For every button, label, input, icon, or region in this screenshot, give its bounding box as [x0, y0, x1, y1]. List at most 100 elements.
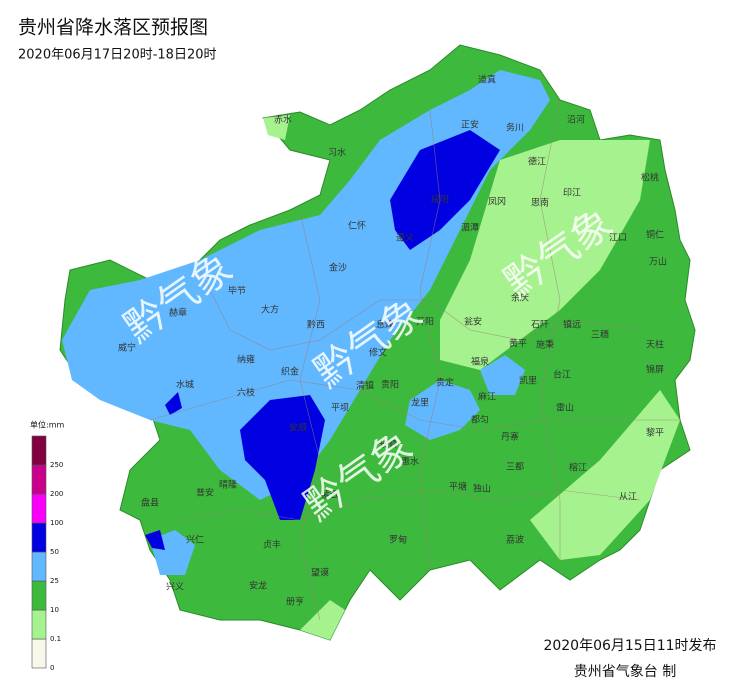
place-label: 贵定: [436, 377, 454, 389]
place-label: 安龙: [249, 580, 267, 592]
place-label: 凤冈: [488, 197, 506, 208]
place-label: 盘县: [141, 497, 159, 509]
place-label: 石阡: [531, 320, 549, 331]
area-50-100: [390, 130, 500, 250]
legend-swatch: [31, 493, 47, 524]
legend-label: 25: [50, 577, 59, 585]
place-label: 瓮安: [464, 316, 482, 328]
legend-label: 250: [50, 461, 63, 469]
place-label: 惠水: [401, 456, 419, 468]
area-25-50: [150, 355, 525, 575]
legend-swatch: [31, 522, 47, 553]
legend-label: 0: [50, 664, 54, 672]
place-label: 余庆: [511, 292, 529, 304]
legend-swatch: [31, 551, 47, 582]
place-label: 兴仁: [186, 534, 204, 546]
place-label: 丹寨: [501, 431, 519, 443]
place-label: 平坝: [331, 403, 349, 414]
place-label: 开阳: [416, 317, 434, 328]
place-label: 晴隆: [219, 479, 237, 491]
place-label: 天柱: [646, 339, 664, 351]
place-label: 万山: [649, 257, 667, 268]
area-0.1-10: [263, 115, 680, 640]
place-label: 织金: [281, 366, 299, 378]
place-label: 施秉: [536, 339, 554, 351]
place-label: 龙里: [411, 397, 429, 409]
place-label: 平塘: [449, 481, 467, 493]
place-label: 松桃: [641, 172, 659, 184]
legend: 单位:mm 0 0.1 10 25 50 100 200 250: [30, 420, 64, 673]
place-label: 赤水: [274, 114, 292, 126]
place-label: 沿河: [567, 114, 585, 126]
place-label: 习水: [328, 147, 346, 159]
place-label: 都匀: [471, 414, 489, 426]
county-borders: [149, 99, 680, 621]
place-label: 修文: [369, 347, 387, 359]
legend-label: 50: [50, 548, 59, 556]
place-label: 水城: [176, 379, 194, 391]
legend-label: 10: [50, 606, 59, 614]
place-label: 赫章: [169, 307, 187, 319]
place-label: 务川: [506, 122, 524, 134]
legend-title: 单位:mm: [30, 420, 64, 430]
place-label: 金沙: [329, 262, 347, 274]
area-50-100: [145, 392, 325, 550]
place-label: 毕节: [228, 285, 246, 297]
place-label: 凯里: [519, 375, 537, 387]
place-label: 息烽: [376, 319, 394, 331]
legend-swatch: [31, 609, 47, 640]
place-label: 台江: [553, 369, 571, 381]
subtitle: 2020年06月17日20时-18日20时: [18, 48, 217, 63]
place-label: 黄平: [509, 338, 527, 350]
place-label: 威宁: [118, 342, 136, 354]
place-label: 江口: [609, 233, 627, 244]
legend-swatch: [31, 464, 47, 495]
place-label: 绥阳: [431, 195, 449, 206]
place-label: 普安: [196, 487, 214, 499]
legend-label: 0.1: [50, 635, 61, 643]
place-label: 锦屏: [646, 364, 664, 376]
place-label: 印江: [563, 187, 581, 199]
place-label: 黎平: [646, 427, 664, 439]
place-label: 紫云: [321, 490, 339, 501]
issue-time: 2020年06月15日11时发布: [543, 638, 716, 654]
place-label: 从江: [619, 492, 637, 503]
place-label: 三穗: [591, 329, 609, 341]
place-label: 正安: [461, 119, 479, 131]
place-label: 贵阳: [381, 379, 399, 391]
legend-swatch: [31, 580, 47, 611]
issuer: 贵州省气象台 制: [574, 664, 676, 680]
place-label: 纳雍: [237, 354, 255, 366]
place-label: 铜仁: [646, 229, 664, 241]
legend-label: 100: [50, 519, 63, 527]
place-label: 德江: [528, 156, 546, 168]
legend-swatch: [31, 435, 47, 466]
place-label: 罗甸: [389, 534, 407, 546]
place-label: 湄潭: [461, 223, 479, 234]
place-label: 雷山: [556, 403, 574, 414]
place-label: 贞丰: [263, 539, 281, 551]
place-label: 遵义: [396, 232, 414, 244]
place-label: 安顺: [289, 422, 307, 434]
place-label: 思南: [531, 197, 549, 209]
place-label: 六枝: [237, 387, 255, 399]
place-label: 册亨: [286, 596, 304, 608]
place-label: 大方: [261, 304, 279, 316]
place-label: 兴义: [166, 582, 184, 593]
place-label: 道真: [478, 74, 496, 86]
place-label: 荔波: [506, 534, 524, 546]
place-label: 清镇: [356, 380, 374, 392]
place-label: 望谟: [311, 567, 329, 579]
place-label: 黔西: [307, 319, 325, 331]
title: 贵州省降水落区预报图: [18, 17, 208, 39]
place-label: 榕江: [569, 462, 587, 474]
legend-label: 200: [50, 490, 63, 498]
place-label: 仁怀: [348, 220, 366, 232]
place-label: 福泉: [471, 356, 489, 368]
legend-swatch: [31, 638, 47, 669]
place-label: 独山: [473, 483, 491, 495]
place-label: 三都: [506, 462, 524, 473]
